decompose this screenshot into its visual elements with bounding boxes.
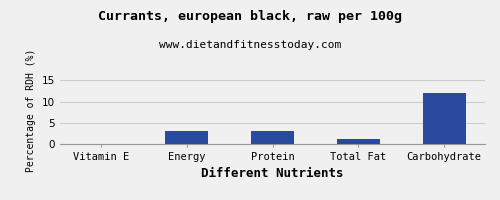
Bar bbox=[337, 139, 380, 144]
Bar bbox=[251, 131, 294, 144]
Y-axis label: Percentage of RDH (%): Percentage of RDH (%) bbox=[26, 48, 36, 172]
X-axis label: Different Nutrients: Different Nutrients bbox=[201, 167, 344, 180]
Bar bbox=[423, 93, 466, 144]
Text: www.dietandfitnesstoday.com: www.dietandfitnesstoday.com bbox=[159, 40, 341, 50]
Text: Currants, european black, raw per 100g: Currants, european black, raw per 100g bbox=[98, 10, 402, 23]
Bar bbox=[165, 131, 208, 144]
